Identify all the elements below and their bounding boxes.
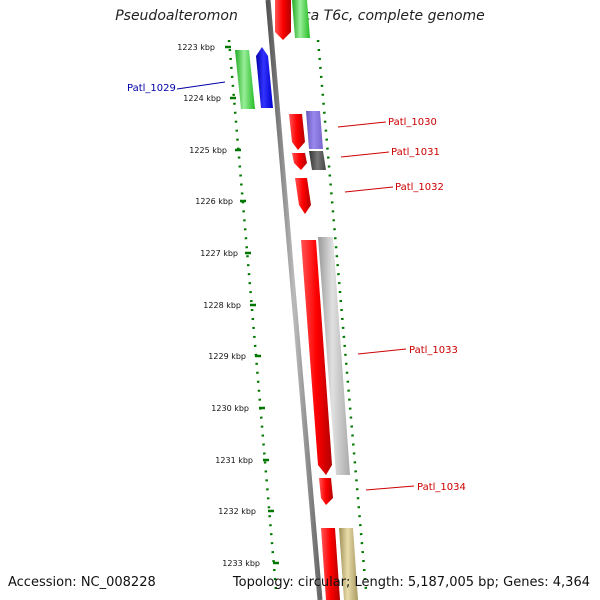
kbp-tick: 1223 kbp <box>177 43 231 52</box>
label-patl-1034[interactable]: Patl_1034 <box>417 482 466 493</box>
kbp-tick: 1230 kbp <box>211 404 265 413</box>
genome-backbone <box>265 0 323 600</box>
gene-top-green[interactable] <box>292 0 310 38</box>
left-boundary-dots <box>227 39 278 591</box>
svg-text:1232 kbp: 1232 kbp <box>218 507 256 516</box>
label-patl-1031[interactable]: Patl_1031 <box>391 147 440 158</box>
orf-bottom-red[interactable] <box>321 528 340 600</box>
svg-text:1225 kbp: 1225 kbp <box>189 146 227 155</box>
genome-summary-text: Topology: circular; Length: 5,187,005 bp… <box>232 575 590 590</box>
gene-patl-1033[interactable] <box>318 237 350 475</box>
leader-patl-1033 <box>357 348 407 355</box>
label-patl-1030[interactable]: Patl_1030 <box>388 117 437 128</box>
kbp-ruler: 1223 kbp 1224 kbp 1225 kbp 1226 kbp 1227… <box>177 43 279 568</box>
svg-text:1228 kbp: 1228 kbp <box>203 301 241 310</box>
leader-patl-1031 <box>340 151 390 158</box>
svg-text:1231 kbp: 1231 kbp <box>215 456 253 465</box>
svg-text:1229 kbp: 1229 kbp <box>208 352 246 361</box>
svg-text:1224 kbp: 1224 kbp <box>183 94 221 103</box>
leader-patl-1029 <box>176 81 226 90</box>
accession-text: Accession: NC_008228 <box>8 575 156 590</box>
kbp-tick: 1228 kbp <box>203 301 256 310</box>
kbp-tick: 1225 kbp <box>189 146 241 155</box>
kbp-tick: 1233 kbp <box>222 559 279 568</box>
kbp-tick: 1231 kbp <box>215 456 269 465</box>
orf-patl-1034[interactable] <box>319 478 333 505</box>
svg-text:1226 kbp: 1226 kbp <box>195 197 233 206</box>
leader-patl-1032 <box>344 186 394 193</box>
orf-patl-1031[interactable] <box>292 153 307 170</box>
right-boundary-dots <box>316 39 368 591</box>
label-patl-1033[interactable]: Patl_1033 <box>409 345 458 356</box>
gene-patl-1031[interactable] <box>309 151 326 170</box>
svg-text:1223 kbp: 1223 kbp <box>177 43 215 52</box>
gene-patl-1029-green[interactable] <box>235 50 255 109</box>
gene-bottom-khaki[interactable] <box>339 528 358 600</box>
svg-text:1233 kbp: 1233 kbp <box>222 559 260 568</box>
orf-patl-1033[interactable] <box>301 240 332 475</box>
leader-patl-1034 <box>365 485 415 491</box>
kbp-tick: 1229 kbp <box>208 352 261 361</box>
kbp-tick: 1227 kbp <box>200 249 251 258</box>
kbp-tick: 1232 kbp <box>218 507 274 516</box>
orf-top-red[interactable] <box>275 0 291 40</box>
orf-patl-1030[interactable] <box>289 114 305 150</box>
orf-patl-1032[interactable] <box>295 178 311 214</box>
label-patl-1029[interactable]: Patl_1029 <box>127 83 176 94</box>
label-patl-1032[interactable]: Patl_1032 <box>395 182 444 193</box>
gene-patl-1030[interactable] <box>306 111 323 149</box>
gene-patl-1029-blue[interactable] <box>256 47 273 108</box>
kbp-tick: 1224 kbp <box>183 94 236 103</box>
svg-text:1227 kbp: 1227 kbp <box>200 249 238 258</box>
kbp-tick: 1226 kbp <box>195 197 246 206</box>
svg-text:1230 kbp: 1230 kbp <box>211 404 249 413</box>
leader-patl-1030 <box>337 121 387 128</box>
